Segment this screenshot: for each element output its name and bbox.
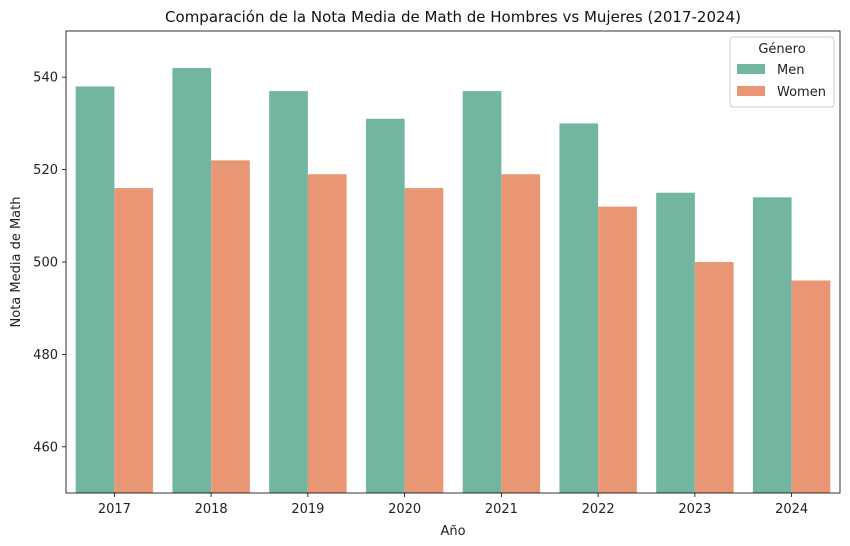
bar-men-2023: [656, 192, 695, 493]
bar-women-2018: [211, 160, 250, 494]
chart-title: Comparación de la Nota Media de Math de …: [165, 8, 741, 26]
x-axis-label: Año: [440, 524, 465, 539]
y-tick-label: 500: [33, 256, 58, 271]
plot-frame: [65, 30, 841, 494]
legend-swatch-women: [737, 86, 765, 96]
legend: Género Men Women: [729, 36, 835, 108]
y-tick-label: 540: [33, 71, 58, 86]
x-tick-label: 2021: [485, 502, 518, 517]
bar-men-2018: [172, 67, 212, 494]
bar-women-2020: [404, 188, 444, 493]
bar-men-2024: [752, 197, 792, 493]
y-tick-label: 520: [33, 163, 58, 178]
y-tick-label: 480: [33, 348, 58, 363]
bar-women-2019: [307, 174, 347, 493]
y-tick-label: 460: [33, 440, 58, 455]
bars-group: [75, 67, 831, 494]
bar-women-2017: [114, 188, 154, 493]
x-tick-label: 2022: [582, 502, 615, 517]
bar-women-2024: [791, 280, 831, 493]
x-tick-label: 2018: [195, 502, 228, 517]
bar-men-2020: [365, 118, 405, 493]
y-axis-ticks: 460 480 500 520 540: [33, 71, 66, 455]
legend-label-women: Women: [777, 85, 826, 100]
legend-title: Género: [758, 42, 805, 57]
x-tick-label: 2020: [388, 502, 421, 517]
bar-women-2021: [501, 174, 541, 493]
x-axis-ticks: 2017 2018 2019 2020 2021 2022 2023 2024: [98, 493, 808, 517]
legend-swatch-men: [737, 64, 765, 74]
x-tick-label: 2023: [678, 502, 711, 517]
bar-women-2022: [598, 206, 637, 493]
x-tick-label: 2017: [98, 502, 131, 517]
bar-men-2022: [559, 123, 599, 494]
bar-men-2021: [462, 91, 502, 493]
bar-men-2017: [75, 86, 115, 493]
x-tick-label: 2024: [775, 502, 808, 517]
y-axis-label: Nota Media de Math: [9, 197, 24, 328]
bar-women-2023: [694, 262, 734, 493]
legend-label-men: Men: [777, 63, 804, 78]
bar-men-2019: [269, 91, 308, 493]
x-tick-label: 2019: [291, 502, 324, 517]
